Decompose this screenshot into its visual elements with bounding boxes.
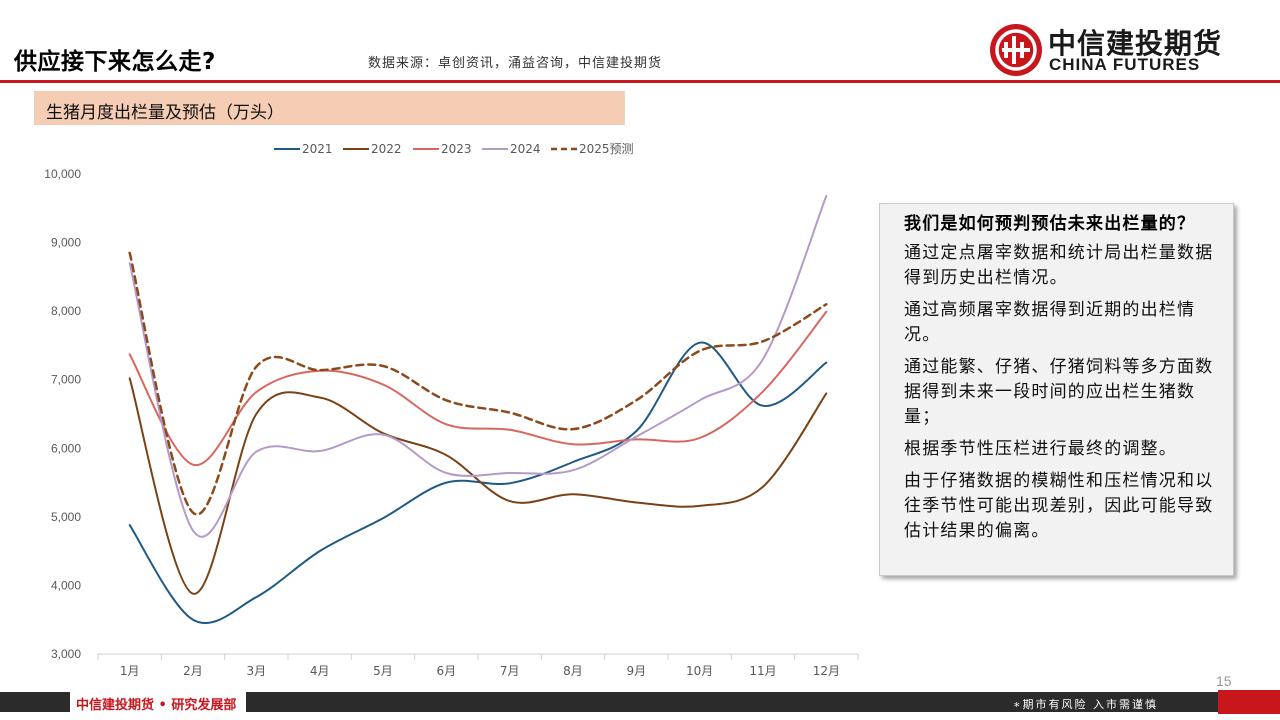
x-tick-label: 7月 bbox=[500, 664, 520, 678]
legend-label: 2023 bbox=[441, 142, 472, 156]
x-tick-label: 9月 bbox=[627, 664, 647, 678]
explanation-item: 通过能繁、仔猪、仔猪饲料等多方面数据得到未来一段时间的应出栏生猪数量； bbox=[904, 357, 1214, 427]
explanation-box: 我们是如何预判预估未来出栏量的？ 通过定点屠宰数据和统计局出栏量数据得到历史出栏… bbox=[879, 203, 1234, 576]
y-tick-label: 6,000 bbox=[51, 441, 81, 455]
legend-label: 2025预测 bbox=[579, 142, 634, 156]
footer-accent bbox=[1218, 690, 1280, 714]
y-tick-label: 3,000 bbox=[51, 647, 81, 661]
y-tick-label: 8,000 bbox=[51, 304, 81, 318]
x-tick-label: 10月 bbox=[686, 664, 713, 678]
page-title: 供应接下来怎么走? bbox=[14, 49, 216, 75]
x-tick-label: 5月 bbox=[373, 664, 393, 678]
explanation-item: 通过定点屠宰数据和统计局出栏量数据得到历史出栏情况。 bbox=[904, 243, 1214, 288]
legend-label: 2021 bbox=[302, 142, 333, 156]
chart-title: 生猪月度出栏量及预估（万头） bbox=[46, 103, 284, 123]
explanation-title: 我们是如何预判预估未来出栏量的？ bbox=[904, 214, 1196, 234]
footer-bar bbox=[0, 692, 1280, 712]
explanation-item: 通过高频屠宰数据得到近期的出栏情况。 bbox=[904, 300, 1196, 345]
series-line-2024 bbox=[128, 194, 828, 538]
footer-org-box: 中信建投期货 • 研究发展部 bbox=[70, 692, 246, 713]
y-tick-label: 9,000 bbox=[51, 236, 81, 250]
logo-chinese-name: 中信建投期货 bbox=[1048, 27, 1223, 60]
y-tick-label: 5,000 bbox=[51, 510, 81, 524]
explanation-item: 由于仔猪数据的模糊性和压栏情况和以往季节性可能出现差别，因此可能导致估计结果的偏… bbox=[904, 471, 1214, 541]
line-chart: 3,000 4,000 5,000 6,000 7,000 8,000 9,000 10,00… bbox=[44, 142, 859, 678]
y-tick-label: 7,000 bbox=[51, 373, 81, 387]
x-tick-label: 8月 bbox=[563, 664, 583, 678]
explanation-item: 根据季节性压栏进行最终的调整。 bbox=[904, 439, 1177, 459]
x-tick-label: 4月 bbox=[310, 664, 330, 678]
x-tick-label: 11月 bbox=[749, 664, 776, 678]
series-line-2022 bbox=[128, 377, 828, 595]
x-tick-label: 12月 bbox=[813, 664, 840, 678]
data-source: 数据来源：卓创资讯，涌益咨询，中信建投期货 bbox=[368, 56, 663, 71]
x-tick-label: 3月 bbox=[247, 664, 267, 678]
x-tick-label: 2月 bbox=[183, 664, 203, 678]
x-tick-label: 6月 bbox=[437, 664, 457, 678]
legend-label: 2024 bbox=[510, 142, 541, 156]
series-line-2021 bbox=[128, 341, 828, 624]
header-divider bbox=[0, 80, 1280, 83]
legend-label: 2022 bbox=[371, 142, 402, 156]
risk-warning: ∗期市有风险 入市需谨慎 bbox=[1013, 698, 1158, 711]
page-number: 15 bbox=[1216, 673, 1232, 689]
series-line-2025预测 bbox=[128, 251, 828, 516]
x-tick-label: 1月 bbox=[120, 664, 140, 678]
logo-emblem-icon bbox=[990, 24, 1042, 76]
logo-english-name: CHINA FUTURES bbox=[1049, 55, 1201, 74]
chart-title-box: 生猪月度出栏量及预估（万头） bbox=[34, 91, 625, 125]
footer-org: 中信建投期货 • 研究发展部 bbox=[76, 698, 237, 713]
company-logo: 中信建投期货 CHINA FUTURES bbox=[988, 20, 1228, 80]
series-line-2023 bbox=[128, 310, 828, 466]
y-tick-label: 4,000 bbox=[51, 578, 81, 592]
y-tick-label: 10,000 bbox=[44, 167, 81, 181]
